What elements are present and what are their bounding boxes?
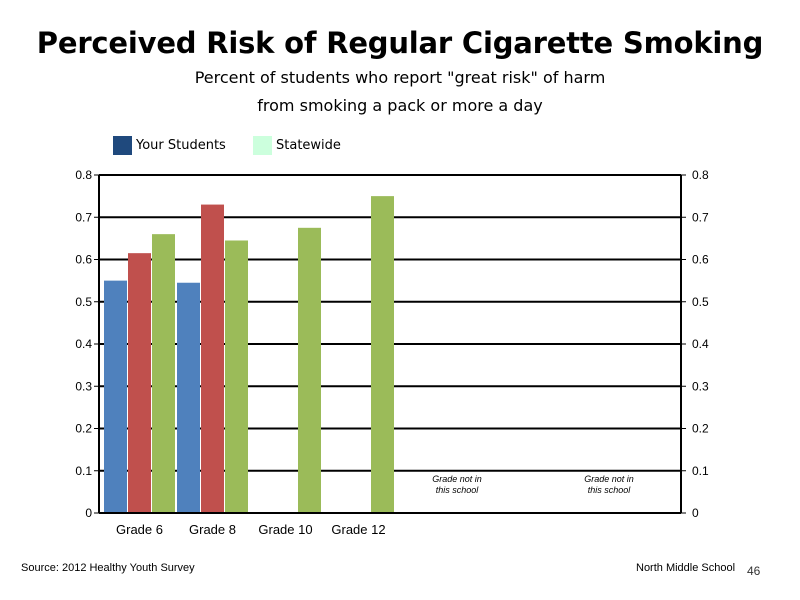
y-tick-label-left: 0.3 bbox=[75, 379, 92, 393]
y-tick-label-right: 0.2 bbox=[692, 422, 709, 436]
y-tick-label-right: 0.4 bbox=[692, 337, 709, 351]
x-tick-label: Grade 8 bbox=[189, 522, 236, 537]
bar bbox=[201, 204, 224, 513]
bar bbox=[225, 240, 248, 514]
bar bbox=[177, 282, 200, 513]
page-number: 46 bbox=[747, 564, 761, 578]
y-tick-label-right: 0.7 bbox=[692, 210, 709, 224]
x-tick-label: Grade 6 bbox=[116, 522, 163, 537]
y-tick-label-left: 0.4 bbox=[75, 337, 92, 351]
bar bbox=[298, 227, 321, 513]
school-name: North Middle School bbox=[636, 562, 736, 574]
y-tick-label-right: 0.3 bbox=[692, 379, 709, 393]
chart-title: Perceived Risk of Regular Cigarette Smok… bbox=[36, 26, 764, 60]
bar bbox=[128, 253, 151, 513]
annotation-text: this school bbox=[436, 485, 480, 495]
annotation-text: Grade not in bbox=[584, 474, 634, 484]
annotation-text: this school bbox=[588, 485, 632, 495]
bar bbox=[152, 234, 175, 513]
y-tick-label-left: 0.1 bbox=[75, 464, 92, 478]
y-tick-label-right: 0.6 bbox=[692, 253, 709, 267]
y-tick-label-right: 0.5 bbox=[692, 295, 709, 309]
bar bbox=[104, 280, 127, 513]
y-tick-label-right: 0.8 bbox=[692, 168, 709, 182]
y-tick-label-left: 0.7 bbox=[75, 210, 92, 224]
annotation-text: Grade not in bbox=[432, 474, 482, 484]
y-tick-label-left: 0 bbox=[85, 506, 92, 520]
y-tick-label-left: 0.8 bbox=[75, 168, 92, 182]
y-tick-label-left: 0.6 bbox=[75, 253, 92, 267]
x-tick-label: Grade 10 bbox=[258, 522, 312, 537]
y-tick-label-right: 0.1 bbox=[692, 464, 709, 478]
chart-subtitle-line-2: from smoking a pack or more a day bbox=[257, 96, 543, 115]
x-tick-label: Grade 12 bbox=[331, 522, 385, 537]
source-note: Source: 2012 Healthy Youth Survey bbox=[21, 562, 195, 574]
y-tick-label-left: 0.5 bbox=[75, 295, 92, 309]
bar bbox=[371, 196, 394, 513]
y-tick-label-left: 0.2 bbox=[75, 422, 92, 436]
chart-subtitle-line-1: Percent of students who report "great ri… bbox=[194, 68, 606, 87]
y-tick-label-right: 0 bbox=[692, 506, 699, 520]
legend-swatch-statewide bbox=[253, 136, 272, 155]
legend-label-your-students: Your Students bbox=[136, 138, 226, 153]
legend-swatch-your-students bbox=[113, 136, 132, 155]
legend-label-statewide: Statewide bbox=[276, 138, 341, 153]
